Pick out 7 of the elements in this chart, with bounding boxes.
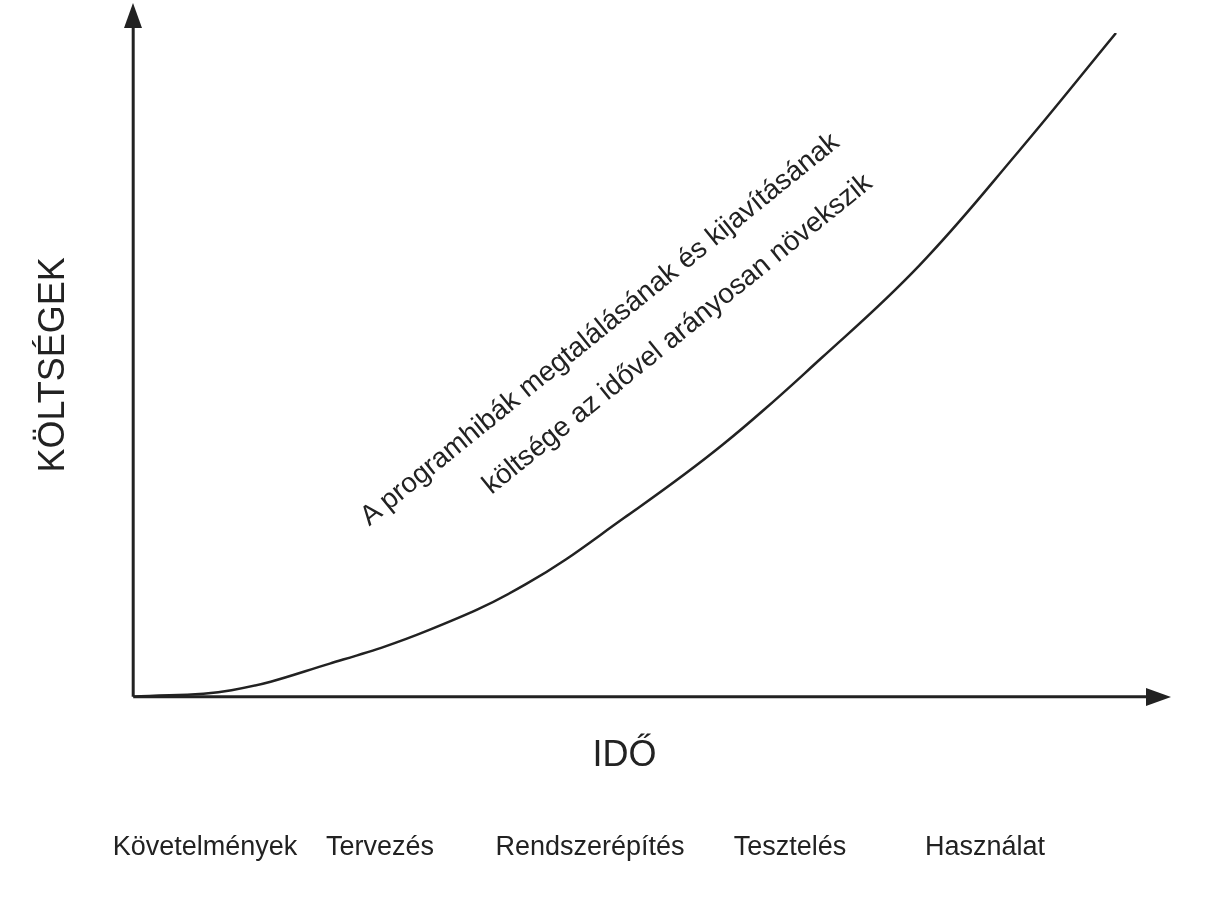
text: Használat	[924, 831, 1046, 862]
text: Követelmények	[112, 831, 298, 862]
y-axis-title: KÖLTSÉGEK	[30, 257, 72, 473]
text: Tesztelés	[733, 831, 847, 862]
text: Tervezés	[325, 831, 435, 862]
x-axis-title: IDŐ	[592, 733, 657, 775]
text: Rendszerépítés	[495, 831, 685, 862]
